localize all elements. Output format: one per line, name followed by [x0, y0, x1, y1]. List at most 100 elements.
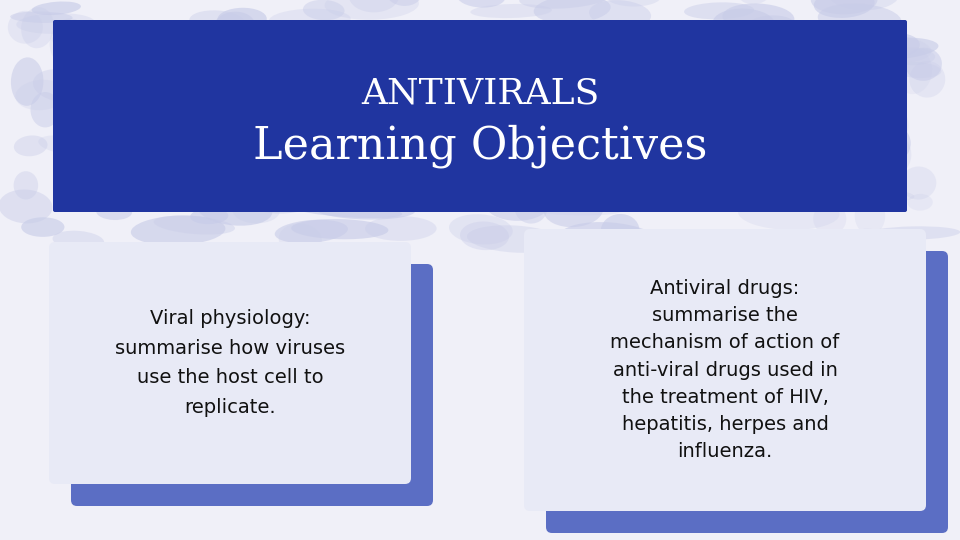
Ellipse shape	[865, 105, 897, 130]
Ellipse shape	[386, 0, 422, 6]
FancyBboxPatch shape	[524, 229, 926, 511]
Ellipse shape	[197, 193, 273, 226]
Ellipse shape	[190, 208, 228, 224]
Ellipse shape	[131, 215, 226, 245]
Ellipse shape	[8, 11, 43, 44]
Ellipse shape	[294, 204, 402, 218]
Ellipse shape	[765, 232, 852, 244]
Ellipse shape	[513, 201, 622, 215]
Ellipse shape	[813, 202, 847, 235]
Ellipse shape	[608, 33, 682, 49]
Ellipse shape	[33, 69, 86, 102]
Ellipse shape	[606, 0, 661, 6]
Ellipse shape	[460, 221, 509, 250]
Ellipse shape	[854, 197, 885, 235]
Ellipse shape	[738, 197, 839, 230]
FancyBboxPatch shape	[71, 264, 433, 506]
Ellipse shape	[275, 220, 348, 243]
Ellipse shape	[208, 187, 281, 208]
Ellipse shape	[753, 40, 792, 57]
Ellipse shape	[850, 37, 939, 60]
Ellipse shape	[15, 80, 67, 110]
Ellipse shape	[746, 15, 797, 38]
Ellipse shape	[909, 61, 946, 98]
Ellipse shape	[21, 7, 54, 48]
Ellipse shape	[887, 48, 935, 65]
Ellipse shape	[866, 123, 911, 164]
Ellipse shape	[818, 3, 901, 36]
Ellipse shape	[828, 0, 900, 10]
Ellipse shape	[11, 57, 43, 106]
Ellipse shape	[16, 13, 95, 34]
Ellipse shape	[457, 0, 505, 8]
Ellipse shape	[13, 136, 47, 156]
Ellipse shape	[559, 222, 661, 259]
Ellipse shape	[11, 11, 73, 23]
Ellipse shape	[166, 26, 226, 47]
Ellipse shape	[50, 18, 90, 68]
Ellipse shape	[350, 196, 408, 212]
Ellipse shape	[38, 136, 89, 154]
Ellipse shape	[722, 23, 805, 38]
Ellipse shape	[511, 40, 610, 57]
Ellipse shape	[872, 37, 931, 62]
Ellipse shape	[154, 215, 235, 234]
Ellipse shape	[0, 190, 53, 224]
Text: Learning Objectives: Learning Objectives	[252, 124, 708, 168]
Ellipse shape	[684, 2, 755, 19]
Ellipse shape	[21, 217, 64, 237]
Ellipse shape	[515, 192, 547, 224]
Ellipse shape	[189, 10, 246, 32]
Ellipse shape	[814, 0, 875, 18]
Ellipse shape	[470, 4, 552, 18]
Ellipse shape	[31, 92, 60, 127]
Ellipse shape	[348, 0, 399, 12]
Ellipse shape	[278, 224, 322, 255]
Ellipse shape	[485, 186, 550, 221]
Ellipse shape	[64, 178, 91, 202]
Ellipse shape	[900, 166, 936, 200]
Ellipse shape	[56, 98, 96, 122]
Ellipse shape	[460, 31, 558, 49]
Ellipse shape	[303, 175, 352, 212]
Ellipse shape	[543, 192, 604, 227]
Ellipse shape	[476, 200, 565, 212]
Ellipse shape	[365, 216, 437, 241]
Ellipse shape	[636, 189, 678, 200]
Ellipse shape	[905, 48, 942, 81]
Ellipse shape	[592, 33, 661, 48]
Ellipse shape	[849, 229, 887, 245]
Ellipse shape	[60, 175, 93, 194]
Ellipse shape	[13, 171, 38, 199]
Ellipse shape	[467, 225, 563, 253]
Ellipse shape	[519, 0, 612, 9]
Ellipse shape	[96, 204, 132, 220]
Ellipse shape	[251, 187, 320, 214]
Ellipse shape	[893, 62, 942, 78]
Ellipse shape	[873, 33, 920, 58]
Ellipse shape	[712, 9, 775, 38]
Ellipse shape	[871, 62, 904, 80]
Ellipse shape	[601, 214, 639, 247]
Text: Antiviral drugs:
summarise the
mechanism of action of
anti-viral drugs used in
t: Antiviral drugs: summarise the mechanism…	[611, 279, 840, 461]
Ellipse shape	[97, 188, 138, 203]
Ellipse shape	[724, 22, 764, 48]
Ellipse shape	[269, 9, 350, 31]
Ellipse shape	[449, 214, 513, 245]
Ellipse shape	[862, 126, 903, 174]
FancyBboxPatch shape	[546, 251, 948, 533]
Ellipse shape	[861, 102, 908, 148]
Ellipse shape	[864, 226, 960, 240]
Ellipse shape	[53, 231, 104, 250]
Ellipse shape	[589, 0, 651, 29]
Ellipse shape	[907, 194, 933, 211]
Ellipse shape	[866, 132, 911, 178]
FancyBboxPatch shape	[49, 242, 411, 484]
Ellipse shape	[534, 0, 611, 23]
Ellipse shape	[640, 187, 737, 204]
Text: Viral physiology:
summarise how viruses
use the host cell to
replicate.: Viral physiology: summarise how viruses …	[115, 309, 345, 417]
Ellipse shape	[52, 29, 98, 45]
Ellipse shape	[455, 183, 559, 202]
Ellipse shape	[246, 181, 313, 199]
Ellipse shape	[739, 0, 769, 4]
